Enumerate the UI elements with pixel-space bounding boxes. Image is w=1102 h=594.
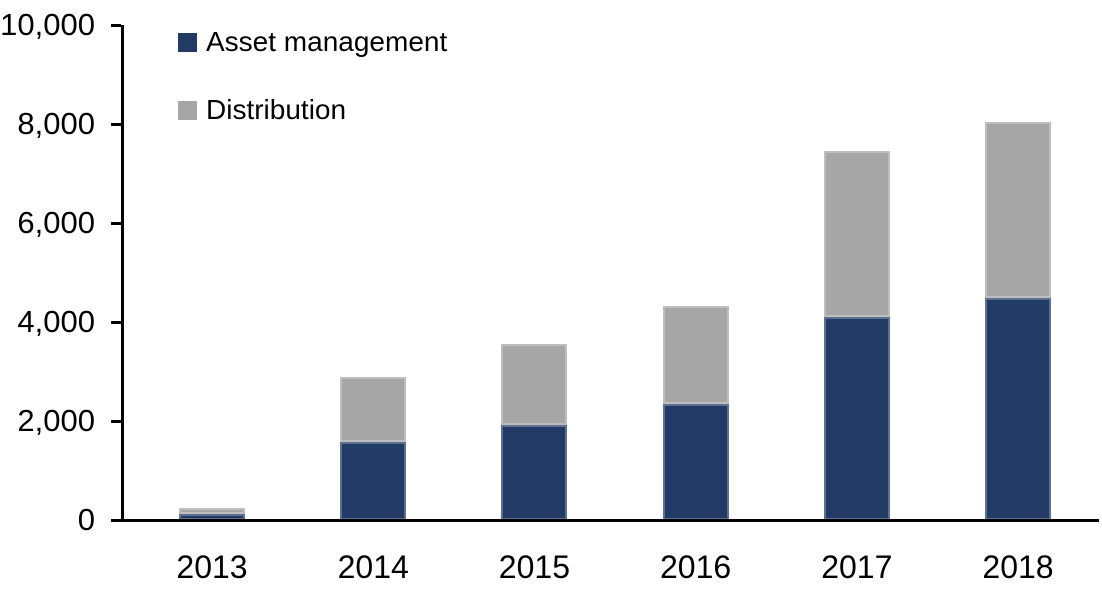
bar-segment-asset-management <box>823 317 890 520</box>
bar-segment-asset-management <box>985 298 1051 520</box>
x-axis-label-2014: 2014 <box>337 549 409 585</box>
legend-swatch-asset-management <box>178 32 197 52</box>
bar-segment-distribution <box>340 377 407 443</box>
bar-segment-asset-management <box>662 404 729 520</box>
y-tick-mark <box>111 519 121 522</box>
bar-segment-asset-management <box>179 514 245 520</box>
legend-label-distribution: Distribution <box>206 94 347 125</box>
y-tick-mark <box>111 24 121 27</box>
chart-legend: Asset management Distribution <box>178 28 447 164</box>
y-axis-tick-label: 0 <box>77 502 95 537</box>
x-axis-line <box>121 519 1099 522</box>
x-axis-label-2016: 2016 <box>660 549 732 585</box>
x-axis-label-2013: 2013 <box>176 549 248 585</box>
bar-segment-distribution <box>823 151 890 318</box>
x-axis-label-2017: 2017 <box>821 549 893 585</box>
x-axis-label-2018: 2018 <box>982 549 1054 585</box>
y-tick-mark <box>111 321 121 324</box>
bar-segment-distribution <box>985 121 1051 299</box>
y-axis-tick-label: 2,000 <box>17 403 95 438</box>
y-axis-line <box>121 25 124 522</box>
y-tick-mark <box>111 222 121 225</box>
bar-segment-distribution <box>662 306 729 405</box>
bar-segment-asset-management <box>340 442 407 520</box>
y-tick-mark <box>111 420 121 423</box>
bar-segment-asset-management <box>501 424 568 520</box>
bar-segment-distribution <box>179 508 245 515</box>
bar-segment-distribution <box>501 344 568 425</box>
x-axis-label-2015: 2015 <box>498 549 570 585</box>
y-axis-tick-label: 10,000 <box>0 7 95 42</box>
y-axis-tick-label: 6,000 <box>17 205 95 240</box>
legend-swatch-distribution <box>178 100 197 120</box>
legend-label-asset-management: Asset management <box>206 26 448 57</box>
legend-item-distribution: Distribution <box>178 96 447 124</box>
y-axis-tick-label: 4,000 <box>17 304 95 339</box>
y-axis-tick-label: 8,000 <box>17 106 95 141</box>
legend-item-asset-management: Asset management <box>178 28 447 56</box>
y-tick-mark <box>111 123 121 126</box>
